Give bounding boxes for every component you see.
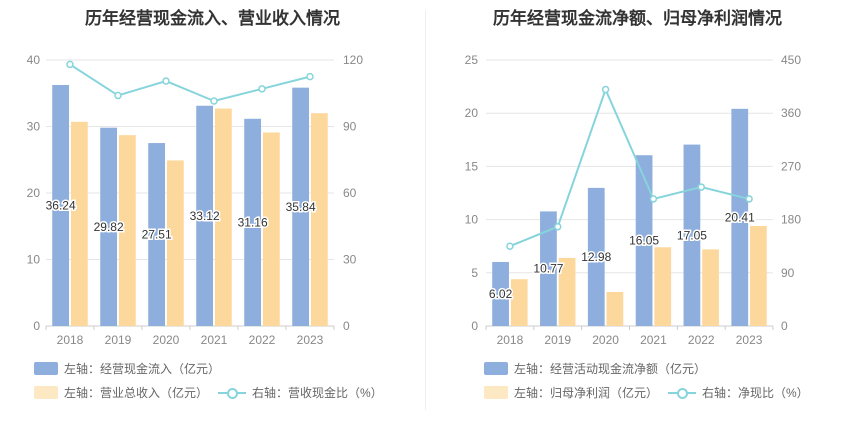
legend-line-icon <box>668 386 696 400</box>
data-label: 35.84 <box>286 200 316 214</box>
y-tick-label-right: 120 <box>343 53 363 67</box>
bar-secondary <box>607 292 624 326</box>
legend-item-cash-inflow[interactable]: 左轴：经营现金流入（亿元） <box>34 360 220 377</box>
ratio-point <box>603 87 609 93</box>
x-tick-label: 2022 <box>688 333 715 347</box>
y-tick-label-left: 25 <box>465 53 479 67</box>
x-tick-label: 2022 <box>249 333 276 347</box>
y-tick-label-right: 450 <box>781 53 801 67</box>
ratio-point <box>307 74 313 80</box>
legend-swatch <box>34 386 58 399</box>
y-tick-label-left: 10 <box>465 213 479 227</box>
bar-secondary <box>654 247 671 326</box>
x-tick-label: 2023 <box>297 333 324 347</box>
legend-swatch <box>34 362 58 375</box>
ratio-point <box>746 196 752 202</box>
x-tick-label: 2019 <box>105 333 132 347</box>
legend-line-icon <box>218 386 246 400</box>
data-label: 33.12 <box>190 209 220 223</box>
bar-secondary <box>167 160 184 326</box>
legend-label: 右轴：净现比（%） <box>702 384 809 401</box>
y-tick-label-right: 90 <box>781 266 795 280</box>
bar-secondary <box>511 279 528 326</box>
bar-secondary <box>311 113 328 326</box>
data-label: 16.05 <box>629 234 659 248</box>
data-label: 6.02 <box>489 287 513 301</box>
ratio-point <box>698 184 704 190</box>
ratio-point <box>67 61 73 67</box>
x-tick-label: 2020 <box>153 333 180 347</box>
data-label: 17.05 <box>677 228 707 242</box>
y-tick-label-right: 30 <box>343 253 357 267</box>
legend-label: 左轴：营业总收入（亿元） <box>64 384 208 401</box>
ratio-point <box>259 86 265 92</box>
legend-item-net-profit[interactable]: 左轴：归母净利润（亿元） <box>484 384 658 401</box>
y-tick-label-left: 5 <box>471 266 478 280</box>
ratio-point <box>507 243 513 249</box>
x-tick-label: 2018 <box>497 333 524 347</box>
y-tick-label-left: 30 <box>27 120 41 134</box>
bar-secondary <box>71 122 88 326</box>
ratio-point <box>163 78 169 84</box>
y-tick-label-left: 10 <box>27 253 41 267</box>
legend-label: 左轴：经营活动现金流净额（亿元） <box>514 360 706 377</box>
legend-label: 左轴：归母净利润（亿元） <box>514 384 658 401</box>
data-label: 29.82 <box>94 220 124 234</box>
ratio-line <box>70 64 310 101</box>
x-tick-label: 2019 <box>544 333 571 347</box>
y-tick-label-left: 0 <box>471 319 478 333</box>
ratio-point <box>115 92 121 98</box>
left-chart-panel: 历年经营现金流入、营业收入情况 0 0 10 30 20 60 30 90 40 120 2018 2… <box>0 0 425 437</box>
right-chart-panel: 历年经营现金流净额、归母净利润情况 0 0 5 90 10 180 15 270 20 360 25… <box>425 0 850 437</box>
y-tick-label-left: 15 <box>465 159 479 173</box>
bar-secondary <box>750 226 767 326</box>
legend-label: 右轴：营收现金比（%） <box>252 384 383 401</box>
legend-swatch <box>484 386 508 399</box>
y-tick-label-right: 360 <box>781 106 801 120</box>
x-tick-label: 2020 <box>592 333 619 347</box>
x-tick-label: 2018 <box>57 333 84 347</box>
y-tick-label-right: 0 <box>781 319 788 333</box>
data-label: 10.77 <box>533 262 563 276</box>
legend-label: 左轴：经营现金流入（亿元） <box>64 360 220 377</box>
y-tick-label-right: 180 <box>781 213 801 227</box>
data-label: 36.24 <box>46 199 76 213</box>
legend-item-revenue[interactable]: 左轴：营业总收入（亿元） <box>34 384 208 401</box>
y-tick-label-right: 270 <box>781 159 801 173</box>
data-label: 12.98 <box>581 250 611 264</box>
y-tick-label-left: 40 <box>27 53 41 67</box>
y-tick-label-left: 20 <box>465 106 479 120</box>
y-tick-label-left: 20 <box>27 186 41 200</box>
x-tick-label: 2021 <box>640 333 667 347</box>
legend-swatch <box>484 362 508 375</box>
x-tick-label: 2021 <box>201 333 228 347</box>
y-tick-label-left: 0 <box>33 319 40 333</box>
legend-item-net-cash-ratio[interactable]: 右轴：净现比（%） <box>668 384 809 401</box>
y-tick-label-right: 0 <box>343 319 350 333</box>
legend-item-ratio[interactable]: 右轴：营收现金比（%） <box>218 384 383 401</box>
y-tick-label-right: 90 <box>343 120 357 134</box>
ratio-point <box>555 224 561 230</box>
data-label: 20.41 <box>725 210 755 224</box>
bar-secondary <box>702 249 719 326</box>
data-label: 27.51 <box>142 228 172 242</box>
data-label: 31.16 <box>238 215 268 229</box>
y-tick-label-right: 60 <box>343 186 357 200</box>
x-tick-label: 2023 <box>736 333 763 347</box>
ratio-point <box>211 98 217 104</box>
ratio-point <box>650 196 656 202</box>
legend-item-net-cash[interactable]: 左轴：经营活动现金流净额（亿元） <box>484 360 706 377</box>
